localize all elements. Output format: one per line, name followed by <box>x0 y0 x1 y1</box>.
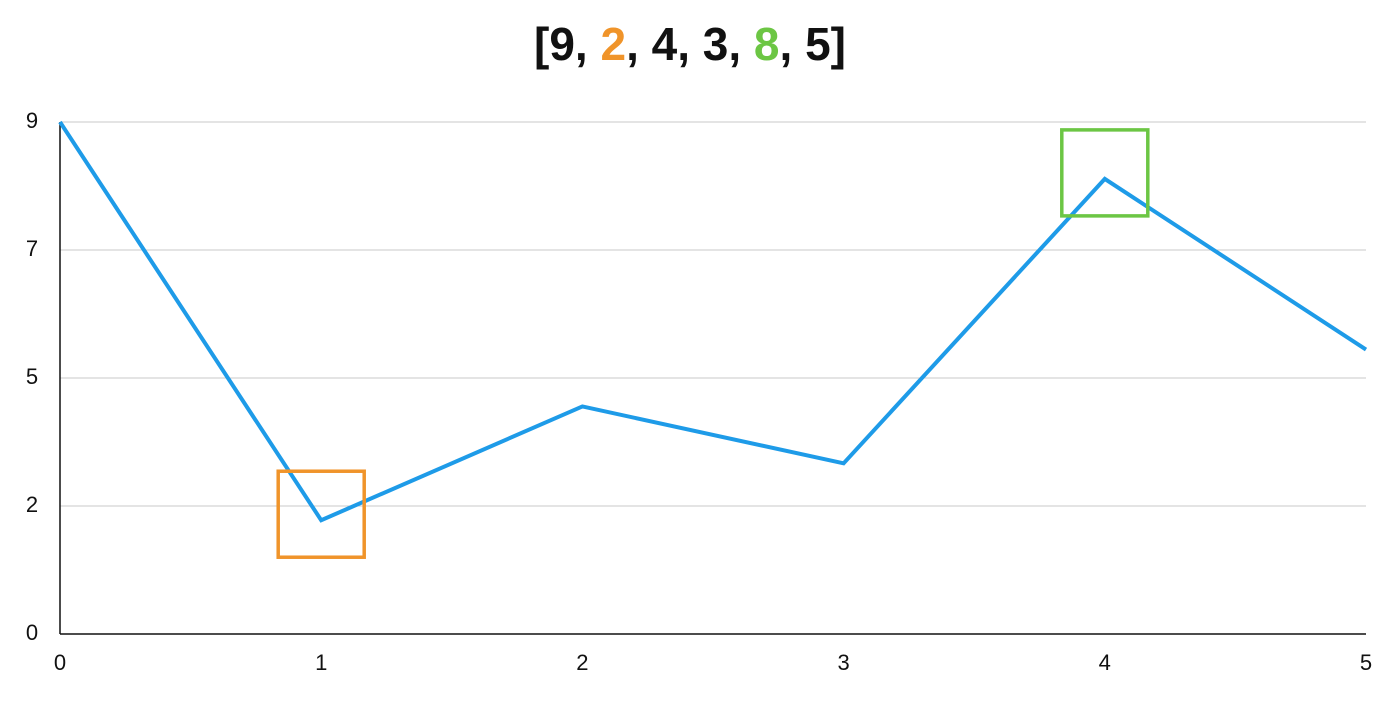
chart-title: [9, 2, 4, 3, 8, 5] <box>534 18 846 70</box>
data-line <box>58 120 1368 523</box>
x-tick-label: 5 <box>1360 650 1372 675</box>
x-tick-label: 3 <box>837 650 849 675</box>
title-part: , 5] <box>780 18 846 70</box>
y-tick-label: 2 <box>26 492 38 517</box>
y-tick-label: 0 <box>26 620 38 645</box>
title-part: , 4, 3, <box>626 18 754 70</box>
x-tick-label: 4 <box>1099 650 1111 675</box>
x-tick-label: 0 <box>54 650 66 675</box>
highlight-box <box>276 469 366 559</box>
y-tick-label: 5 <box>26 364 38 389</box>
x-tick-label: 2 <box>576 650 588 675</box>
title-part: [9, <box>534 18 600 70</box>
x-tick-label: 1 <box>315 650 327 675</box>
title-part: 2 <box>600 18 626 70</box>
y-tick-label: 9 <box>26 108 38 133</box>
highlight-box <box>1060 128 1150 218</box>
title-part: 8 <box>754 18 780 70</box>
y-tick-label: 7 <box>26 236 38 261</box>
